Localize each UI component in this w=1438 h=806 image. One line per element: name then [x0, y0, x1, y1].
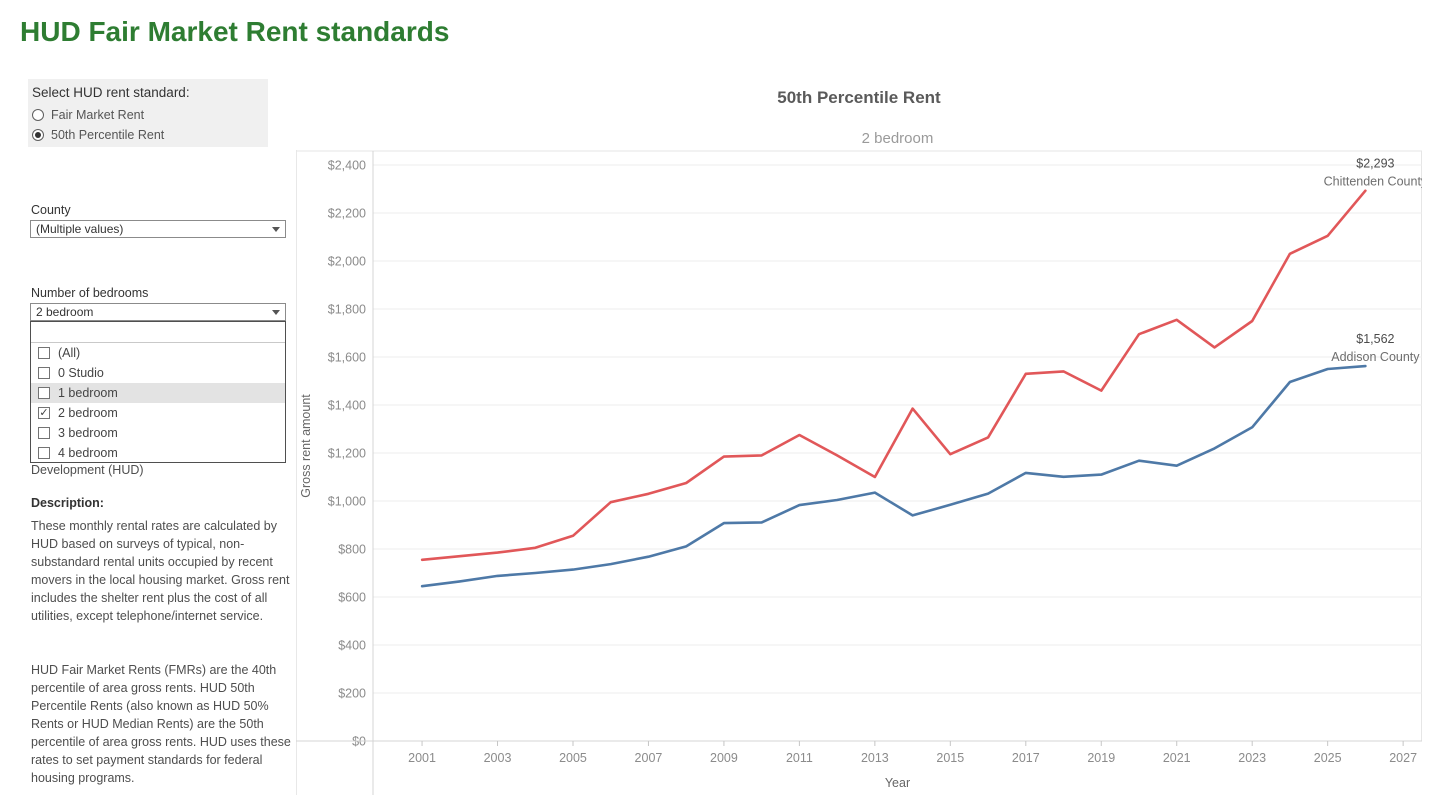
y-tick-label-$200: $200 — [338, 687, 366, 701]
rent-standard-option-label: 50th Percentile Rent — [51, 128, 165, 142]
chevron-down-icon — [272, 310, 280, 315]
x-tick-label-2015: 2015 — [936, 751, 964, 765]
y-tick-label-$1,200: $1,200 — [328, 447, 366, 461]
annotation-name-chittenden-county: Chittenden County — [1324, 175, 1422, 189]
x-axis-title: Year — [885, 776, 910, 790]
dropdown-item-label: 1 bedroom — [58, 386, 118, 400]
description-heading: Description: — [31, 496, 104, 510]
dropdown-item--all-[interactable]: (All) — [31, 343, 285, 363]
dropdown-item-label: (All) — [58, 346, 81, 360]
description-paragraph-1: These monthly rental rates are calculate… — [31, 519, 290, 623]
bedrooms-filter-label: Number of bedrooms — [31, 286, 149, 300]
x-tick-label-2007: 2007 — [635, 751, 663, 765]
y-tick-label-$2,400: $2,400 — [328, 159, 366, 173]
checkbox-icon[interactable] — [38, 367, 50, 379]
description-paragraph-2: HUD Fair Market Rents (FMRs) are the 40t… — [31, 663, 291, 785]
county-select-value: (Multiple values) — [36, 222, 124, 236]
rent-standard-options: Fair Market Rent 50th Percentile Rent — [32, 105, 264, 145]
checkbox-checked-icon[interactable]: ✓ — [38, 407, 50, 419]
county-filter-label: County — [31, 203, 71, 217]
bedrooms-dropdown-menu: (All) 0 Studio 1 bedroom ✓ 2 bedroom 3 bedroo… — [30, 321, 286, 463]
annotation-value-chittenden-county: $2,293 — [1356, 157, 1394, 171]
source-text-tail: Development (HUD) — [31, 463, 144, 477]
x-tick-label-2003: 2003 — [484, 751, 512, 765]
dropdown-item-label: 4 bedroom — [58, 446, 118, 460]
chart-subtitle: 2 bedroom — [861, 130, 934, 147]
y-tick-label-$1,600: $1,600 — [328, 351, 366, 365]
rent-standard-option-label: Fair Market Rent — [51, 108, 145, 122]
y-tick-label-$1,000: $1,000 — [328, 495, 366, 509]
series-line-addison-county[interactable] — [420, 364, 1367, 588]
bedrooms-select[interactable]: 2 bedroom — [30, 303, 286, 321]
dropdown-blank-row[interactable] — [31, 322, 285, 343]
y-tick-label-$800: $800 — [338, 543, 366, 557]
y-tick-label-$1,800: $1,800 — [328, 303, 366, 317]
rent-standard-panel: Select HUD rent standard: Fair Market Re… — [28, 79, 268, 147]
y-axis-title: Gross rent amount — [299, 394, 313, 498]
checkbox-icon[interactable] — [38, 447, 50, 459]
page-title: HUD Fair Market Rent standards — [20, 16, 450, 47]
x-tick-label-2009: 2009 — [710, 751, 738, 765]
radio-icon[interactable] — [32, 109, 44, 121]
x-tick-label-2027: 2027 — [1389, 751, 1417, 765]
rent-standard-option-0[interactable]: Fair Market Rent — [32, 105, 264, 125]
chevron-down-icon — [272, 227, 280, 232]
x-tick-label-2023: 2023 — [1238, 751, 1266, 765]
x-tick-label-2001: 2001 — [408, 751, 436, 765]
dropdown-items: (All) 0 Studio 1 bedroom ✓ 2 bedroom 3 bedroo… — [31, 343, 285, 463]
rent-standard-label: Select HUD rent standard: — [32, 85, 190, 100]
chart-title: 50th Percentile Rent — [777, 88, 941, 107]
rent-standard-option-1[interactable]: 50th Percentile Rent — [32, 125, 264, 145]
x-tick-label-2011: 2011 — [786, 751, 813, 765]
x-tick-label-2013: 2013 — [861, 751, 889, 765]
dropdown-item-0-studio[interactable]: 0 Studio — [31, 363, 285, 383]
dropdown-item-4-bedroom[interactable]: 4 bedroom — [31, 443, 285, 463]
y-tick-label-$400: $400 — [338, 639, 366, 653]
x-tick-label-2005: 2005 — [559, 751, 587, 765]
dropdown-item-2-bedroom[interactable]: ✓ 2 bedroom — [31, 403, 285, 423]
dropdown-item-label: 3 bedroom — [58, 426, 118, 440]
panel-divider — [296, 150, 297, 795]
annotation-name-addison-county: Addison County — [1331, 350, 1420, 364]
x-tick-label-2019: 2019 — [1087, 751, 1115, 765]
bedrooms-select-value: 2 bedroom — [36, 305, 94, 319]
series-line-chittenden-county[interactable] — [420, 189, 1367, 562]
x-tick-label-2017: 2017 — [1012, 751, 1040, 765]
y-tick-label-$2,200: $2,200 — [328, 207, 366, 221]
y-tick-label-$1,400: $1,400 — [328, 399, 366, 413]
x-tick-label-2025: 2025 — [1314, 751, 1342, 765]
dropdown-item-label: 2 bedroom — [58, 406, 118, 420]
dropdown-item-3-bedroom[interactable]: 3 bedroom — [31, 423, 285, 443]
checkbox-icon[interactable] — [38, 387, 50, 399]
rent-line-chart: $0$200$400$600$800$1,000$1,200$1,400$1,6… — [296, 150, 1422, 795]
county-select[interactable]: (Multiple values) — [30, 220, 286, 238]
checkbox-icon[interactable] — [38, 427, 50, 439]
y-tick-label-$600: $600 — [338, 591, 366, 605]
radio-selected-icon[interactable] — [32, 129, 44, 141]
y-tick-label-$2,000: $2,000 — [328, 255, 366, 269]
x-tick-label-2021: 2021 — [1163, 751, 1191, 765]
dropdown-item-label: 0 Studio — [58, 366, 104, 380]
checkbox-icon[interactable] — [38, 347, 50, 359]
dropdown-item-1-bedroom[interactable]: 1 bedroom — [31, 383, 285, 403]
annotation-value-addison-county: $1,562 — [1356, 332, 1394, 346]
